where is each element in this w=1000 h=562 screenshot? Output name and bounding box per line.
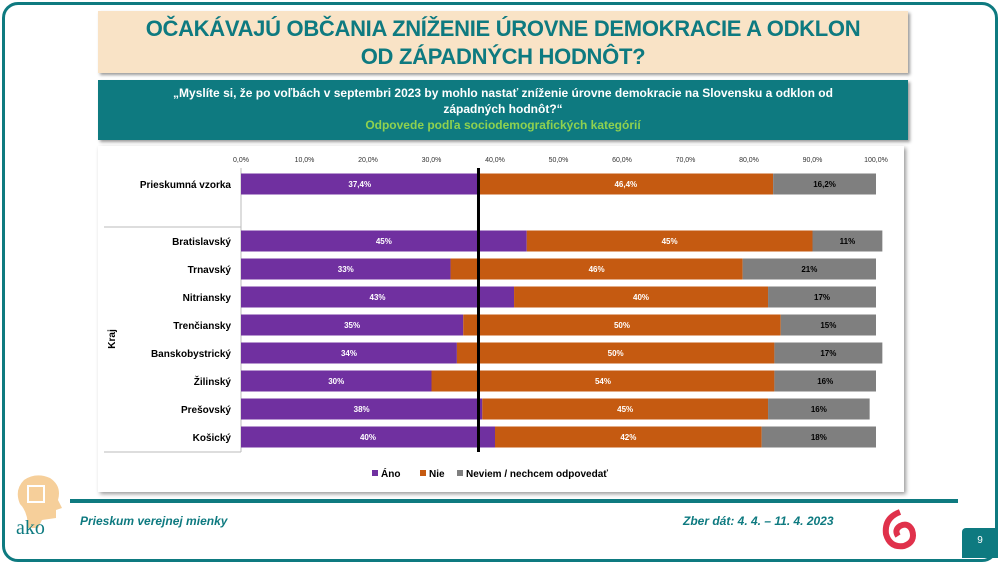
data-label: 17%: [814, 293, 830, 302]
category-label: Prešovský: [181, 405, 231, 416]
group-label: Kraj: [107, 329, 118, 349]
category-label: Nitriansky: [183, 293, 232, 304]
bar-segment: [463, 314, 781, 336]
x-tick-label: 0,0%: [233, 157, 249, 164]
bar-segment: [456, 342, 775, 364]
title-line-1: OČAKÁVAJÚ OBČANIA ZNÍŽENIE ÚROVNE DEMOKR…: [145, 16, 861, 41]
category-label: Prieskumná vzorka: [140, 180, 232, 191]
data-label: 40%: [633, 293, 649, 302]
data-label: 38%: [354, 405, 370, 414]
data-label: 18%: [811, 433, 827, 442]
data-label: 21%: [801, 265, 817, 274]
page-number: 9: [962, 528, 998, 558]
bar-segment: [241, 398, 483, 420]
data-label: 43%: [370, 293, 386, 302]
legend-swatch: [420, 470, 426, 476]
subtitle: Odpovede podľa sociodemografických kateg…: [365, 118, 641, 132]
category-label: Žilinský: [194, 375, 232, 388]
bar-segment: [241, 230, 527, 252]
data-label: 16%: [817, 377, 833, 386]
bar-segment: [241, 258, 451, 280]
bar-segment: [774, 342, 883, 364]
data-label: 45%: [617, 405, 633, 414]
data-label: 45%: [376, 237, 392, 246]
data-label: 46,4%: [614, 180, 637, 189]
footer-divider: [70, 499, 958, 503]
x-tick-label: 70,0%: [676, 157, 696, 164]
bar-segment: [773, 173, 876, 195]
data-label: 54%: [595, 377, 611, 386]
bar-segment: [526, 230, 813, 252]
bar-segment: [812, 230, 883, 252]
bar-segment: [431, 370, 775, 392]
bar-segment: [241, 314, 464, 336]
data-label: 30%: [328, 377, 344, 386]
category-label: Bratislavský: [172, 237, 231, 248]
bar-segment: [761, 426, 876, 448]
legend-label: Neviem / nechcem odpovedať: [466, 469, 608, 480]
data-label: 16%: [811, 405, 827, 414]
bar-segment: [241, 286, 515, 308]
bar-segment: [768, 286, 876, 308]
bar-segment: [241, 426, 495, 448]
bar-segment: [774, 370, 876, 392]
data-label: 17%: [820, 349, 836, 358]
data-label: 46%: [589, 265, 605, 274]
data-label: 34%: [341, 349, 357, 358]
bar-segment: [495, 426, 762, 448]
data-label: 40%: [360, 433, 376, 442]
data-label: 16,2%: [813, 180, 836, 189]
data-label: 35%: [344, 321, 360, 330]
data-label: 15%: [820, 321, 836, 330]
data-label: 50%: [614, 321, 630, 330]
bar-segment: [768, 398, 870, 420]
data-label: 37,4%: [348, 180, 371, 189]
x-tick-label: 100,0%: [864, 157, 888, 164]
data-label: 11%: [840, 237, 856, 246]
bar-segment: [742, 258, 876, 280]
bar-segment: [482, 398, 769, 420]
x-tick-label: 30,0%: [422, 157, 442, 164]
legend-label: Áno: [381, 467, 400, 480]
x-tick-label: 40,0%: [485, 157, 505, 164]
legend-swatch: [457, 470, 463, 476]
partner-logo-icon: [882, 509, 916, 550]
bar-segment: [478, 173, 774, 195]
data-label: 45%: [662, 237, 678, 246]
bar-segment: [241, 370, 432, 392]
x-tick-label: 90,0%: [803, 157, 823, 164]
category-label: Košický: [193, 433, 232, 444]
question-text: „Myslíte si, že po voľbách v septembri 2…: [173, 86, 833, 116]
footer-date: Zber dát: 4. 4. – 11. 4. 2023: [683, 514, 834, 528]
ako-logo: ako: [16, 475, 62, 539]
x-tick-label: 20,0%: [358, 157, 378, 164]
bar-segment: [514, 286, 769, 308]
x-tick-label: 50,0%: [549, 157, 569, 164]
data-label: 42%: [620, 433, 636, 442]
bar-segment: [780, 314, 876, 336]
footer-survey-label: Prieskum verejnej mienky: [80, 514, 228, 528]
question-box: „Myslíte si, že po voľbách v septembri 2…: [98, 80, 908, 140]
svg-text:ako: ako: [16, 517, 45, 539]
category-label: Banskobystrický: [151, 349, 231, 360]
data-label: 33%: [338, 265, 354, 274]
legend-label: Nie: [429, 469, 445, 480]
category-label: Trenčiansky: [173, 321, 231, 332]
x-tick-label: 60,0%: [612, 157, 632, 164]
x-tick-label: 10,0%: [295, 157, 315, 164]
category-label: Trnavský: [188, 265, 232, 276]
data-label: 50%: [608, 349, 624, 358]
bar-segment: [241, 342, 457, 364]
bar-segment: [450, 258, 743, 280]
bar-segment: [241, 173, 479, 195]
x-tick-label: 80,0%: [739, 157, 759, 164]
slide-title: OČAKÁVAJÚ OBČANIA ZNÍŽENIE ÚROVNE DEMOKR…: [98, 11, 908, 73]
title-line-2: OD ZÁPADNÝCH HODNÔT?: [360, 44, 646, 69]
legend-swatch: [372, 470, 378, 476]
